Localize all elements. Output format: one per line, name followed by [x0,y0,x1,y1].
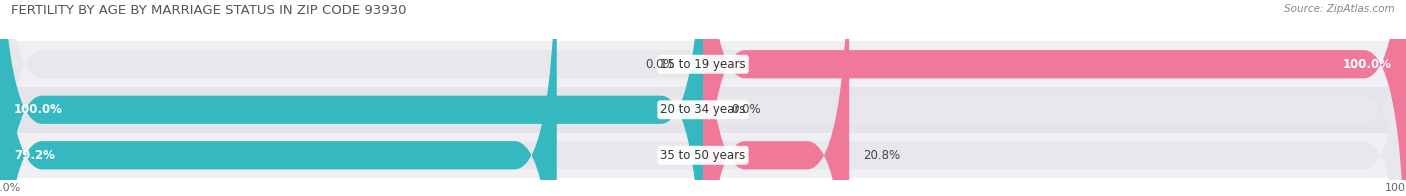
Text: 100.0%: 100.0% [14,103,63,116]
Text: 100.0%: 100.0% [1343,58,1392,71]
FancyBboxPatch shape [0,0,557,196]
Text: 79.2%: 79.2% [14,149,55,162]
Text: 15 to 19 years: 15 to 19 years [661,58,745,71]
FancyBboxPatch shape [0,0,703,196]
Bar [0,87,1406,132]
FancyBboxPatch shape [703,0,1406,196]
Text: Source: ZipAtlas.com: Source: ZipAtlas.com [1284,4,1395,14]
Text: FERTILITY BY AGE BY MARRIAGE STATUS IN ZIP CODE 93930: FERTILITY BY AGE BY MARRIAGE STATUS IN Z… [11,4,406,17]
FancyBboxPatch shape [703,0,849,196]
Text: 20.8%: 20.8% [863,149,900,162]
Bar [0,132,1406,178]
Text: 20 to 34 years: 20 to 34 years [661,103,745,116]
Text: 35 to 50 years: 35 to 50 years [661,149,745,162]
Bar [0,42,1406,87]
Text: 0.0%: 0.0% [731,103,761,116]
Text: 0.0%: 0.0% [645,58,675,71]
